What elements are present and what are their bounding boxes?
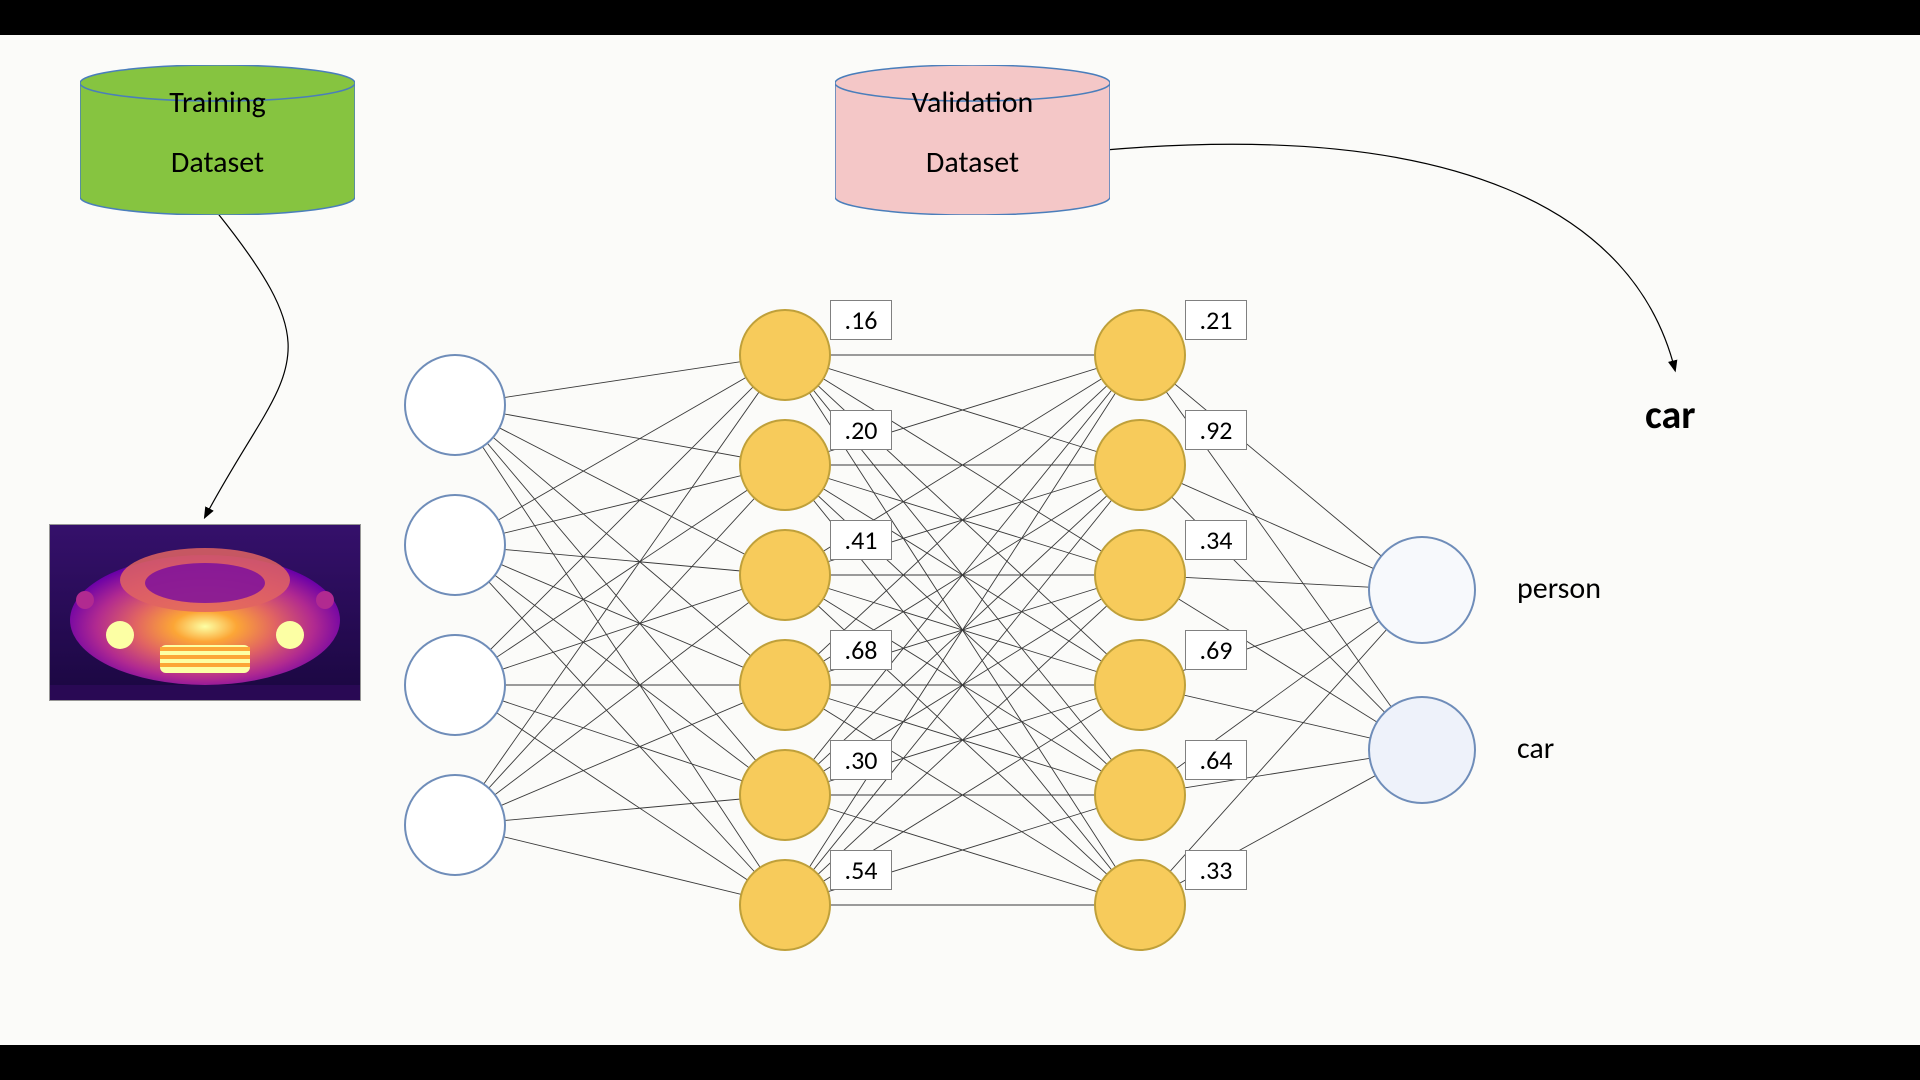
value-h1-3: .68 [830,630,892,670]
cylinder-validation-dataset: Validation Dataset [835,65,1110,215]
cylinder-training-line1: Training [80,87,355,119]
value-h1-2: .41 [830,520,892,560]
cylinder-validation-line2: Dataset [835,147,1110,179]
value-h2-0: .21 [1185,300,1247,340]
thermal-car-image [50,525,360,700]
value-h1-4: .30 [830,740,892,780]
value-h1-0: .16 [830,300,892,340]
slide-surface: Training Dataset Validation Dataset [0,35,1920,1045]
arrow-training-to-input [205,213,288,517]
network-edges [455,355,1422,905]
cylinder-validation-line1: Validation [835,87,1110,119]
cylinder-training-line2: Dataset [80,147,355,179]
value-h1-1: .20 [830,410,892,450]
value-h2-3: .69 [1185,630,1247,670]
value-h2-5: .33 [1185,850,1247,890]
value-h2-2: .34 [1185,520,1247,560]
value-h2-4: .64 [1185,740,1247,780]
cylinder-training-dataset: Training Dataset [80,65,355,215]
value-h1-5: .54 [830,850,892,890]
output-label-car: car [1517,730,1554,767]
classification-result: car [1645,390,1695,439]
output-label-person: person [1517,570,1601,607]
network-nodes [405,310,1475,950]
value-h2-1: .92 [1185,410,1247,450]
